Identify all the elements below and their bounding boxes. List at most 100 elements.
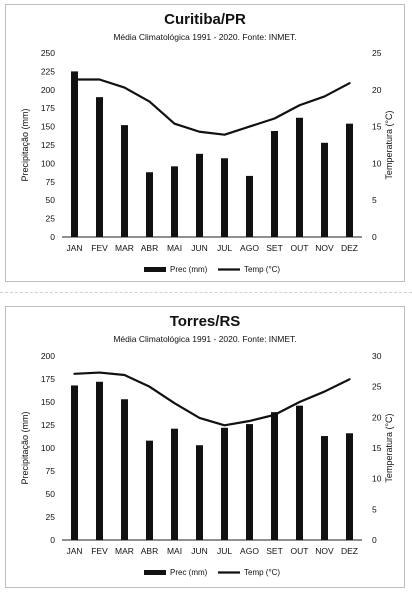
y-tick-label: 125 [41,140,55,150]
bar-prec [246,175,253,237]
divider [0,292,412,293]
bar-prec [271,412,278,540]
x-tick-label: SET [266,243,283,253]
x-tick-label: JUN [191,243,208,253]
y-tick-label: 250 [41,48,55,58]
x-tick-label: JUN [191,546,208,556]
y2-tick-label: 20 [372,85,382,95]
x-tick-label: OUT [291,243,309,253]
bar-prec [71,385,78,540]
bar-prec [71,71,78,238]
chart-title: Torres/RS [169,313,241,330]
x-tick-label: JUL [217,546,232,556]
bar-prec [221,427,228,540]
bar-prec [321,142,328,237]
chart-panel-torres: Torres/RS Média Climatológica 1991 - 202… [5,306,405,588]
y-tick-label: 100 [41,443,55,453]
y2-tick-label: 25 [372,48,382,58]
y2-tick-label: 30 [372,351,382,361]
y-axis-title: Precipitação (mm) [20,108,30,181]
y2-tick-label: 5 [372,195,377,205]
y-tick-label: 175 [41,103,55,113]
temp-line [73,78,351,136]
legend-swatch-prec [144,267,166,272]
y-tick-label: 200 [41,85,55,95]
x-tick-label: AGO [240,546,259,556]
y-tick-label: 200 [41,351,55,361]
bar-prec [146,440,153,540]
y2-tick-label: 10 [372,158,382,168]
x-tick-label: MAR [115,546,134,556]
bar-prec [346,433,353,540]
bar-prec [171,166,178,237]
y2-axis-title: Temperatura (°C) [384,413,394,482]
x-tick-label: JAN [66,243,82,253]
legend-label-prec: Prec (mm) [170,568,208,577]
bar-prec [146,172,153,237]
y-tick-label: 150 [41,397,55,407]
bar-prec [196,153,203,237]
y2-tick-label: 10 [372,474,382,484]
x-tick-label: JAN [66,546,82,556]
bar-prec [96,97,103,237]
x-tick-label: SET [266,546,283,556]
y-tick-label: 75 [46,177,56,187]
x-tick-label: ABR [141,546,158,556]
y2-tick-label: 20 [372,412,382,422]
y2-axis-title: Temperatura (°C) [384,110,394,179]
x-tick-label: NOV [315,243,334,253]
x-tick-label: MAI [167,546,182,556]
bar-prec [171,428,178,540]
chart-subtitle: Média Climatológica 1991 - 2020. Fonte: … [113,32,297,42]
y-tick-label: 50 [46,489,56,499]
x-tick-label: MAR [115,243,134,253]
x-tick-label: FEV [91,243,108,253]
y-axis-title: Precipitação (mm) [20,411,30,484]
bar-prec [296,405,303,540]
chart-subtitle: Média Climatológica 1991 - 2020. Fonte: … [113,334,297,344]
bar-prec [246,424,253,540]
bar-prec [221,158,228,237]
x-tick-label: FEV [91,546,108,556]
x-tick-label: OUT [291,546,309,556]
x-tick-label: JUL [217,243,232,253]
y-tick-label: 0 [50,535,55,545]
y-tick-label: 150 [41,122,55,132]
x-tick-label: ABR [141,243,158,253]
bar-prec [321,436,328,540]
bar-prec [121,399,128,540]
chart-title: Curitiba/PR [164,11,246,28]
y2-tick-label: 15 [372,443,382,453]
legend-swatch-prec [144,570,166,575]
chart-panel-curitiba: Curitiba/PR Média Climatológica 1991 - 2… [5,4,405,282]
temp-line [73,371,351,427]
y2-tick-label: 15 [372,122,382,132]
chart-svg-curitiba: 0 25 50 75 100 125 150 175 200 225 250 0 5 10 15 20 25 Pr… [20,48,394,274]
x-tick-label: DEZ [341,546,358,556]
bar-prec [121,125,128,237]
x-tick-label: DEZ [341,243,358,253]
bar-prec [196,445,203,540]
x-tick-label: NOV [315,546,334,556]
y-tick-label: 50 [46,195,56,205]
legend-label-temp: Temp (°C) [244,265,280,274]
y-tick-label: 75 [46,466,56,476]
y2-tick-label: 5 [372,504,377,514]
x-tick-label: AGO [240,243,259,253]
x-tick-label: MAI [167,243,182,253]
legend-label-prec: Prec (mm) [170,265,208,274]
bar-prec [96,381,103,540]
y-tick-label: 225 [41,66,55,76]
y-tick-label: 175 [41,374,55,384]
chart-svg-torres: 0 25 50 75 100 125 150 175 200 0 5 10 15 20 25 30 Precip… [20,351,394,577]
y-tick-label: 125 [41,420,55,430]
y-tick-label: 100 [41,158,55,168]
y-tick-label: 0 [50,232,55,242]
y2-tick-label: 25 [372,382,382,392]
y2-tick-label: 0 [372,232,377,242]
legend-label-temp: Temp (°C) [244,568,280,577]
bar-prec [296,117,303,237]
y2-tick-label: 0 [372,535,377,545]
y-tick-label: 25 [46,512,56,522]
bar-prec [271,131,278,237]
